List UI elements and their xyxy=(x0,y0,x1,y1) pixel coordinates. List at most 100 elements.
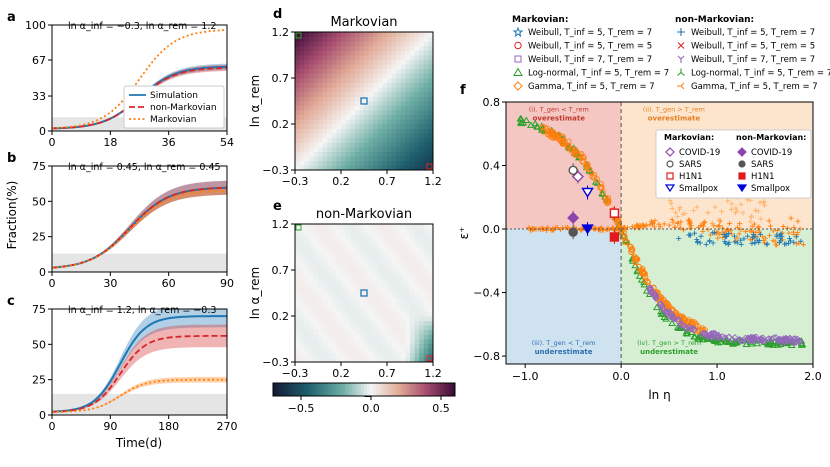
heat-cell xyxy=(400,68,406,74)
heat-cell xyxy=(419,137,425,143)
heat-cell xyxy=(304,114,310,120)
heat-cell xyxy=(336,110,342,116)
heat-cell xyxy=(318,160,323,166)
heat-cell xyxy=(299,334,305,340)
heat-cell xyxy=(313,87,319,93)
heat-cell xyxy=(341,110,346,116)
heat-cell xyxy=(382,251,388,257)
heat-cell xyxy=(423,339,429,344)
heat-cell xyxy=(308,165,314,171)
heat-cell xyxy=(377,45,383,51)
colorbar-cell xyxy=(327,383,332,396)
heat-cell xyxy=(428,311,434,317)
heat-cell xyxy=(410,59,415,65)
heat-cell xyxy=(336,59,342,65)
top-legend-marker xyxy=(514,41,522,50)
heat-cell xyxy=(295,50,300,56)
heat-cell xyxy=(391,110,397,116)
heat-cell xyxy=(377,311,383,317)
heat-cell xyxy=(382,228,388,234)
heat-cell xyxy=(341,128,346,134)
heat-cell xyxy=(331,45,337,51)
heat-cell xyxy=(387,96,392,102)
non-markovian-spread-point xyxy=(716,217,722,223)
heat-cell xyxy=(308,96,314,102)
heat-cell xyxy=(299,224,305,229)
heat-cell xyxy=(414,78,420,83)
heat-cell xyxy=(299,133,305,139)
heat-cell xyxy=(331,96,337,102)
heat-cell xyxy=(336,64,342,70)
heat-cell xyxy=(318,105,323,111)
heat-cell xyxy=(345,128,351,134)
non-markovian-gamma-point xyxy=(647,222,653,228)
heat-cell xyxy=(336,352,342,358)
heat-cell xyxy=(428,329,434,335)
heat-cell xyxy=(410,293,415,298)
non-markovian-gamma-point xyxy=(791,231,797,237)
heat-cell xyxy=(387,270,392,275)
heat-cell xyxy=(373,316,379,321)
heat-cell xyxy=(400,293,406,298)
heat-cell xyxy=(336,357,342,363)
heat-cell xyxy=(304,128,310,134)
non-markovian-weibull-point xyxy=(750,235,756,241)
colorbar-cell xyxy=(342,383,347,396)
heat-cell xyxy=(405,311,411,317)
heat-cell xyxy=(359,151,365,157)
heat-cell xyxy=(423,283,429,289)
heat-cell xyxy=(414,233,420,239)
heat-cell xyxy=(382,237,388,243)
heat-cell xyxy=(396,316,402,321)
heat-cell xyxy=(368,265,374,271)
heat-cell xyxy=(308,119,314,125)
heat-cell xyxy=(322,247,328,252)
heat-cell xyxy=(304,91,310,97)
heat-cell xyxy=(382,343,388,349)
x-tick-label: 1.2 xyxy=(424,175,442,188)
heat-cell xyxy=(304,142,310,148)
colorbar-tick-label: −0.5 xyxy=(288,402,315,415)
heat-cell xyxy=(350,320,356,326)
top-legend-marker xyxy=(513,81,523,91)
heat-cell xyxy=(396,288,402,294)
heat-cell xyxy=(364,343,369,349)
heat-cell xyxy=(327,270,333,275)
heat-cell xyxy=(336,73,342,79)
scatter-points xyxy=(516,114,807,349)
heat-cell xyxy=(341,228,346,234)
heat-cell xyxy=(396,357,402,363)
heat-cell xyxy=(299,41,305,47)
markovian-gamma-point xyxy=(584,161,591,168)
heat-cell xyxy=(318,247,323,252)
heat-cell xyxy=(345,32,351,37)
heat-cell xyxy=(377,256,383,262)
non-markovian-gamma-point xyxy=(794,241,800,247)
heat-cell xyxy=(322,302,328,308)
heat-cell xyxy=(423,260,429,266)
heat-cell xyxy=(377,293,383,298)
heat-cell xyxy=(387,251,392,257)
heat-cell xyxy=(304,50,310,56)
markovian-weibull-point xyxy=(663,308,671,316)
colorbar-cell xyxy=(339,383,344,396)
quadrant-title: (i). T_gen < T_rem xyxy=(529,106,589,114)
heat-cell xyxy=(341,82,346,88)
heat-cell xyxy=(295,279,300,285)
heat-cell xyxy=(331,265,337,271)
heat-cell xyxy=(308,105,314,111)
heat-cell xyxy=(405,59,411,65)
heat-cell xyxy=(373,242,379,248)
non-markovian-gamma-point xyxy=(800,242,806,248)
heat-cell xyxy=(308,334,314,340)
heat-cell xyxy=(318,101,323,106)
heat-cell xyxy=(299,357,305,363)
heat-cell xyxy=(318,320,323,326)
top-legend-marker xyxy=(513,67,523,76)
heat-cell xyxy=(322,306,328,312)
heat-cell xyxy=(396,265,402,271)
heat-cell xyxy=(336,334,342,340)
heat-cell xyxy=(387,142,392,148)
heat-cell xyxy=(341,283,346,289)
heat-cell xyxy=(359,73,365,79)
